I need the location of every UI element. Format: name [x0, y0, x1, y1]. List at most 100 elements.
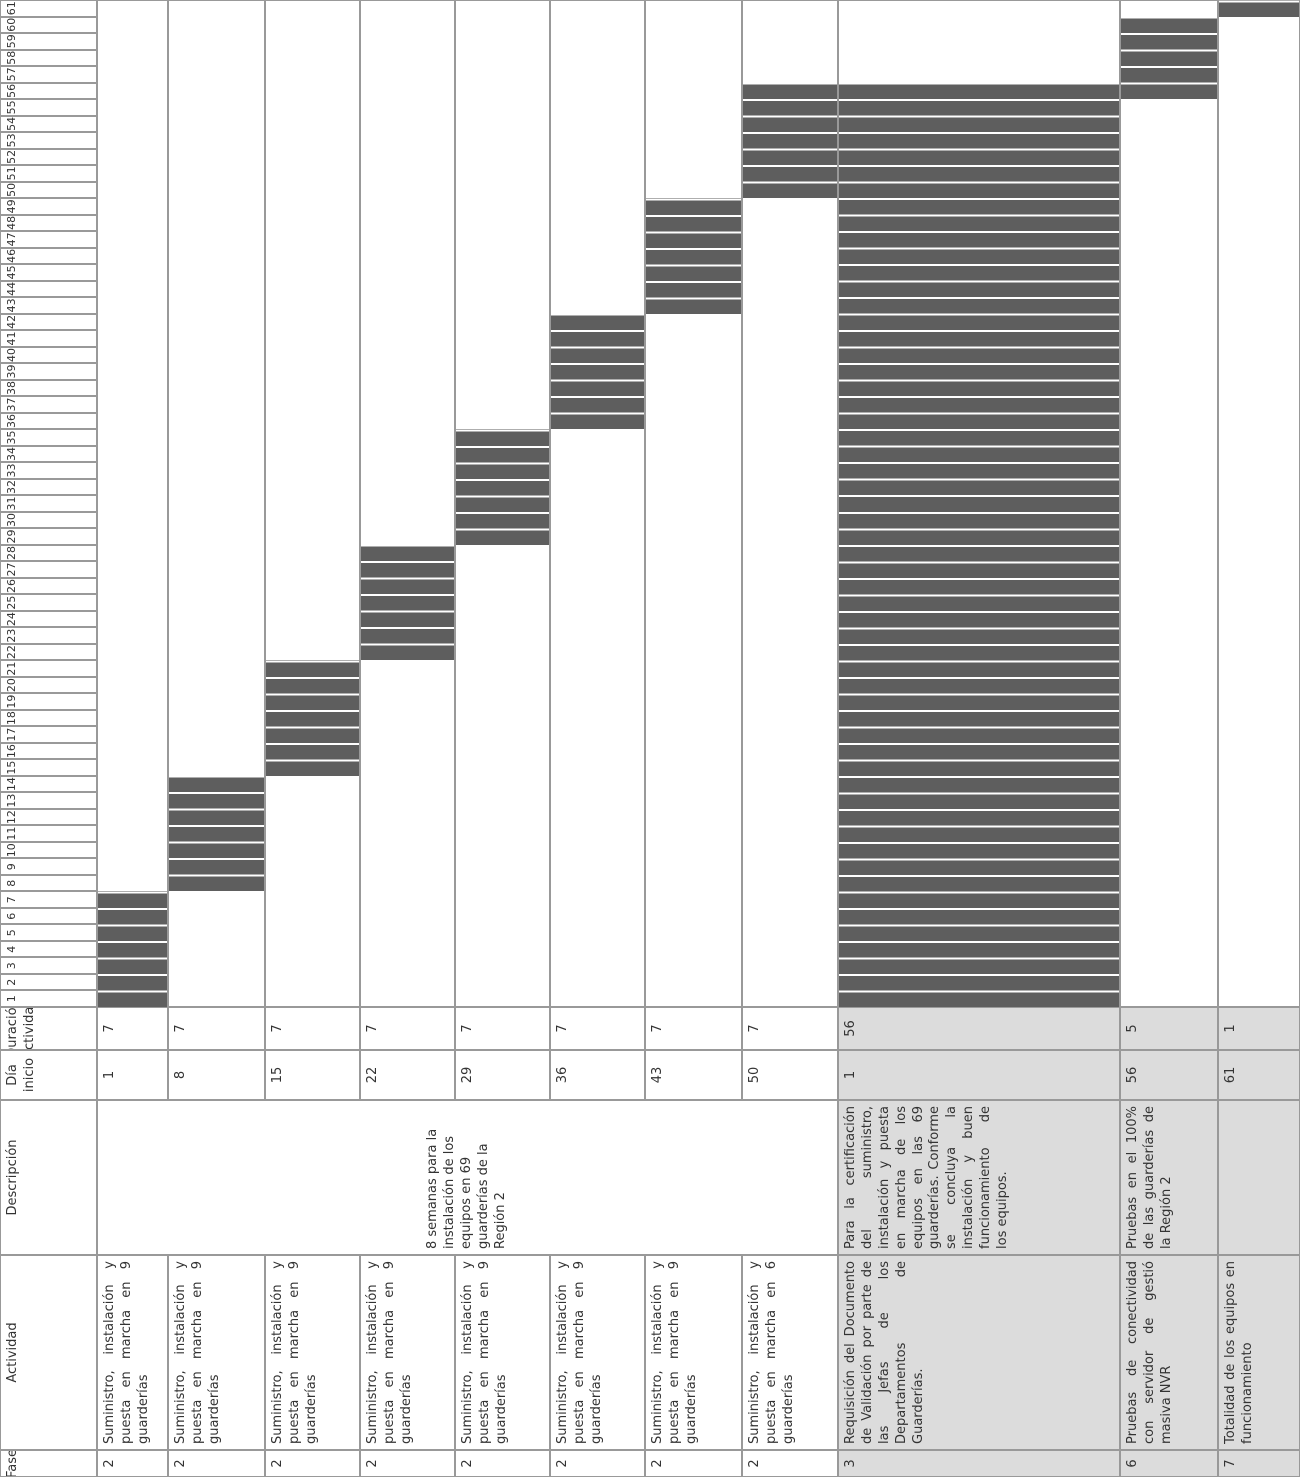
- duracion-cell: 7: [742, 1007, 838, 1050]
- day-header: 8: [0, 874, 97, 892]
- day-header: 20: [0, 676, 97, 694]
- day-header: 28: [0, 544, 97, 562]
- duracion-cell: 7: [550, 1007, 645, 1050]
- day-header: 52: [0, 148, 97, 166]
- actividad-cell: Suministro, instalación y puesta en marc…: [97, 1255, 168, 1450]
- day-header: 59: [0, 33, 97, 50]
- gantt-bar: [98, 891, 167, 1007]
- day-header: 50: [0, 181, 97, 199]
- header-cell: Descripción: [0, 1100, 97, 1255]
- fase-cell: 7: [1218, 1450, 1300, 1477]
- fase-cell: 3: [838, 1450, 1120, 1477]
- duracion-cell: 56: [838, 1007, 1120, 1050]
- day-header: 43: [0, 297, 97, 314]
- day-header: 22: [0, 643, 97, 661]
- gantt-bar: [456, 429, 549, 545]
- day-header: 37: [0, 396, 97, 413]
- inicio-cell: 56: [1120, 1050, 1218, 1100]
- day-header: 16: [0, 742, 97, 760]
- day-header: 4: [0, 940, 97, 958]
- duracion-cell: 7: [360, 1007, 455, 1050]
- day-header: 1: [0, 990, 97, 1007]
- day-header: 15: [0, 759, 97, 776]
- inicio-cell: 8: [168, 1050, 265, 1100]
- day-header: 30: [0, 511, 97, 529]
- day-row: [550, 0, 645, 1007]
- fase-cell: 2: [97, 1450, 168, 1477]
- header-cell: Duración Actividad: [0, 1007, 97, 1050]
- gantt-bar: [361, 544, 454, 661]
- day-header: 45: [0, 264, 97, 281]
- inicio-cell: 50: [742, 1050, 838, 1100]
- day-header: 32: [0, 478, 97, 496]
- duracion-cell: 1: [1218, 1007, 1300, 1050]
- fase-cell: 2: [455, 1450, 550, 1477]
- day-header: 29: [0, 528, 97, 545]
- day-header: 17: [0, 726, 97, 743]
- day-header: 56: [0, 82, 97, 100]
- actividad-cell: Suministro, instalación y puesta en marc…: [550, 1255, 645, 1450]
- day-header: 35: [0, 429, 97, 446]
- day-header: 44: [0, 280, 97, 298]
- header-cell: Día inicio: [0, 1050, 97, 1100]
- day-header: 36: [0, 412, 97, 430]
- duracion-cell: 7: [97, 1007, 168, 1050]
- day-row: [1218, 0, 1300, 1007]
- day-header: 61: [0, 0, 97, 17]
- day-header: 48: [0, 214, 97, 232]
- fase-cell: 2: [168, 1450, 265, 1477]
- day-header: 27: [0, 561, 97, 578]
- inicio-cell: 15: [265, 1050, 360, 1100]
- day-header: 23: [0, 627, 97, 644]
- day-header: 14: [0, 775, 97, 793]
- actividad-cell: Suministro, instalación y puesta en marc…: [168, 1255, 265, 1450]
- descripcion-cell: 8 semanas para la instalación de los equ…: [97, 1100, 838, 1255]
- day-header: 2: [0, 974, 97, 991]
- inicio-cell: 29: [455, 1050, 550, 1100]
- descripcion-cell: Pruebas en el 100% de las guarderías de …: [1120, 1100, 1218, 1255]
- gantt-bar: [551, 313, 644, 430]
- day-header: 53: [0, 132, 97, 149]
- day-row: [265, 0, 360, 1007]
- day-header: 13: [0, 792, 97, 809]
- actividad-cell: Totalidad de los equipos en funcionamien…: [1218, 1255, 1300, 1450]
- day-row: [1120, 0, 1218, 1007]
- header-cell: Actividad: [0, 1255, 97, 1450]
- day-header: 3: [0, 957, 97, 974]
- duracion-cell: 5: [1120, 1007, 1218, 1050]
- inicio-cell: 61: [1218, 1050, 1300, 1100]
- duracion-cell: 7: [645, 1007, 742, 1050]
- day-header: 7: [0, 891, 97, 908]
- day-header: 25: [0, 594, 97, 611]
- gantt-bar: [1219, 0, 1299, 17]
- day-header: 12: [0, 808, 97, 826]
- day-header: 26: [0, 577, 97, 595]
- gantt-bar: [266, 660, 359, 776]
- day-header: 10: [0, 841, 97, 859]
- inicio-cell: 36: [550, 1050, 645, 1100]
- day-header: 19: [0, 693, 97, 710]
- day-header: 33: [0, 462, 97, 479]
- fase-cell: 2: [645, 1450, 742, 1477]
- day-header: 49: [0, 198, 97, 215]
- inicio-cell: 1: [97, 1050, 168, 1100]
- day-header: 9: [0, 858, 97, 875]
- day-header: 60: [0, 16, 97, 34]
- duracion-cell: 7: [168, 1007, 265, 1050]
- gantt-bar: [1121, 16, 1217, 100]
- fase-cell: 6: [1120, 1450, 1218, 1477]
- day-row: [360, 0, 455, 1007]
- gantt-bar: [169, 775, 264, 892]
- day-header: 6: [0, 907, 97, 925]
- gantt-bar: [743, 82, 837, 199]
- actividad-cell: Suministro, instalación y puesta en marc…: [360, 1255, 455, 1450]
- day-header: 55: [0, 99, 97, 116]
- inicio-cell: 22: [360, 1050, 455, 1100]
- header-cell: Fase: [0, 1450, 97, 1477]
- fase-cell: 2: [742, 1450, 838, 1477]
- day-header: 57: [0, 66, 97, 83]
- inicio-cell: 43: [645, 1050, 742, 1100]
- actividad-cell: Suministro, instalación y puesta en marc…: [265, 1255, 360, 1450]
- duracion-cell: 7: [265, 1007, 360, 1050]
